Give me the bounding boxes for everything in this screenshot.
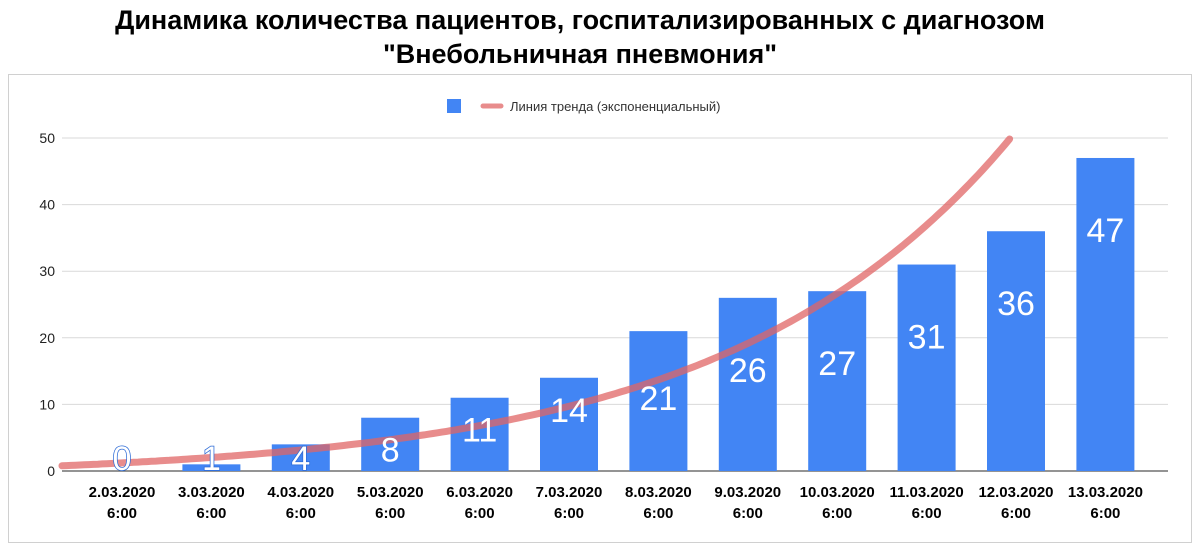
bar-value-label: 21 — [639, 380, 677, 418]
x-tick-label: 6:00 — [554, 505, 584, 522]
x-tick-label: 6:00 — [912, 505, 942, 522]
x-tick-label: 6:00 — [1090, 505, 1120, 522]
bar — [718, 297, 777, 471]
x-tick-label: 3.03.2020 — [178, 484, 245, 501]
x-tick-label: 13.03.2020 — [1068, 484, 1143, 501]
y-tick-label: 50 — [39, 130, 55, 146]
y-tick-label: 40 — [39, 197, 55, 213]
bar-value-label: 31 — [908, 319, 946, 357]
x-tick-label: 11.03.2020 — [889, 484, 963, 501]
x-tick-label: 7.03.2020 — [536, 484, 603, 501]
bar — [540, 377, 598, 471]
x-tick-label: 6:00 — [465, 505, 495, 522]
x-tick-label: 9.03.2020 — [714, 484, 781, 501]
bar — [1076, 157, 1135, 472]
x-tick-label: 6:00 — [733, 505, 763, 522]
x-tick-label: 5.03.2020 — [357, 484, 424, 501]
bar — [987, 231, 1045, 471]
bar-value-label: 14 — [550, 392, 588, 430]
bar — [808, 291, 867, 471]
bar-value-label: 0 — [113, 440, 132, 478]
x-tick-label: 8.03.2020 — [625, 484, 692, 501]
gridlines — [62, 137, 1168, 472]
x-tick-label: 6:00 — [1001, 505, 1031, 522]
bar-value-label: 1 — [202, 440, 221, 478]
bar-value-label: 36 — [997, 285, 1035, 323]
y-tick-label: 20 — [39, 330, 55, 346]
bar-value-label: 27 — [818, 345, 856, 383]
y-axis-ticks: 0 10 20 30 40 50 — [39, 130, 55, 479]
chart-title-line-2: "Внебольничная пневмония" — [382, 39, 778, 69]
x-tick-label: 6.03.2020 — [446, 484, 513, 501]
legend: Линия тренда (экспоненциальный) — [447, 99, 720, 114]
bar-value-label: 11 — [462, 412, 497, 450]
y-tick-label: 10 — [39, 396, 55, 412]
bar — [182, 464, 241, 471]
x-tick-label: 6:00 — [643, 505, 673, 522]
x-tick-label: 12.03.2020 — [978, 484, 1053, 501]
trendline-group — [58, 135, 1014, 470]
legend-trend-label: Линия тренда (экспоненциальный) — [510, 99, 720, 114]
x-tick-label: 4.03.2020 — [267, 484, 334, 501]
bar-value-label: 4 — [291, 440, 310, 478]
x-tick-label: 6:00 — [196, 505, 226, 522]
bar-value-label: 47 — [1086, 212, 1124, 250]
x-tick-label: 2.03.2020 — [89, 484, 156, 501]
bar-value-label: 8 — [381, 432, 400, 470]
y-tick-label: 30 — [39, 263, 55, 279]
x-tick-label: 6:00 — [375, 505, 405, 522]
x-tick-label: 6:00 — [107, 505, 137, 522]
x-tick-label: 6:00 — [286, 505, 316, 522]
bar-value-label: 26 — [729, 352, 767, 390]
chart-title-line-1: Динамика количества пациентов, госпитали… — [115, 5, 1045, 35]
x-axis-ticks: 2.03.2020 6:00 3.03.2020 6:00 4.03.2020 6:00 5… — [89, 484, 1143, 522]
bars — [182, 157, 1135, 472]
bar — [450, 397, 509, 471]
y-tick-label: 0 — [47, 463, 55, 479]
bar — [897, 264, 956, 471]
legend-bar-swatch — [447, 99, 461, 113]
x-tick-label: 6:00 — [822, 505, 852, 522]
bar — [629, 331, 688, 471]
x-tick-label: 10.03.2020 — [800, 484, 875, 501]
trendline — [58, 135, 1014, 470]
